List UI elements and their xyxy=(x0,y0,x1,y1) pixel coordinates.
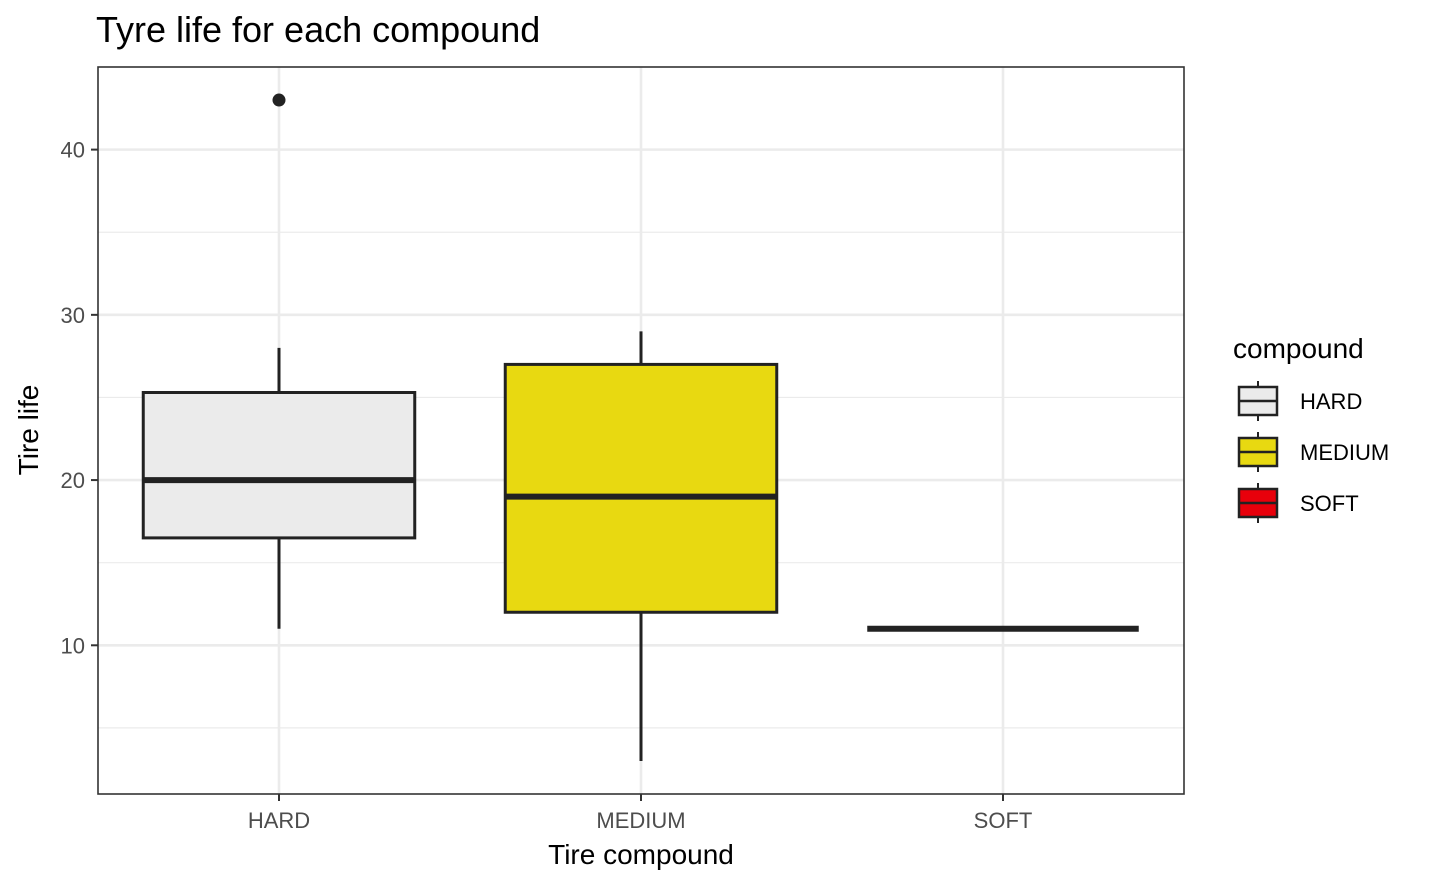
box-medium xyxy=(503,331,779,761)
legend-item-hard: HARD xyxy=(1237,381,1362,421)
y-axis-title: Tire life xyxy=(13,385,44,476)
y-tick-label: 20 xyxy=(61,468,85,493)
y-tick-label: 40 xyxy=(61,138,85,163)
chart-title: Tyre life for each compound xyxy=(96,9,540,50)
legend-title: compound xyxy=(1233,333,1364,364)
box-body xyxy=(141,390,417,540)
legend: compound HARD MEDIUM SOFT xyxy=(1233,333,1389,523)
outlier-point xyxy=(272,93,286,107)
box-hard xyxy=(141,93,417,629)
plot-panel: 10 20 30 40 HARD MEDIUM SOFT xyxy=(61,66,1185,833)
legend-label: MEDIUM xyxy=(1300,440,1389,465)
legend-item-soft: SOFT xyxy=(1237,483,1359,523)
legend-item-medium: MEDIUM xyxy=(1237,432,1389,472)
legend-label: SOFT xyxy=(1300,491,1359,516)
x-axis-title: Tire compound xyxy=(548,839,734,870)
x-tick-label: HARD xyxy=(248,808,310,833)
x-tick-label: MEDIUM xyxy=(596,808,685,833)
box-body xyxy=(503,362,779,614)
x-tick-label: SOFT xyxy=(974,808,1033,833)
y-tick-label: 10 xyxy=(61,633,85,658)
legend-label: HARD xyxy=(1300,389,1362,414)
y-tick-label: 30 xyxy=(61,303,85,328)
